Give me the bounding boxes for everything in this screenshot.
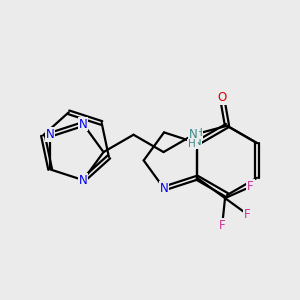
Text: N: N (193, 135, 201, 148)
Text: N: N (189, 128, 198, 141)
Text: N: N (46, 128, 55, 141)
Text: F: F (219, 219, 226, 232)
Text: F: F (244, 208, 251, 221)
Text: N: N (160, 182, 168, 195)
Text: H: H (195, 128, 202, 138)
Text: F: F (247, 180, 254, 193)
Text: H: H (188, 140, 196, 149)
Text: N: N (79, 118, 88, 130)
Text: N: N (79, 174, 88, 187)
Text: O: O (218, 91, 227, 104)
